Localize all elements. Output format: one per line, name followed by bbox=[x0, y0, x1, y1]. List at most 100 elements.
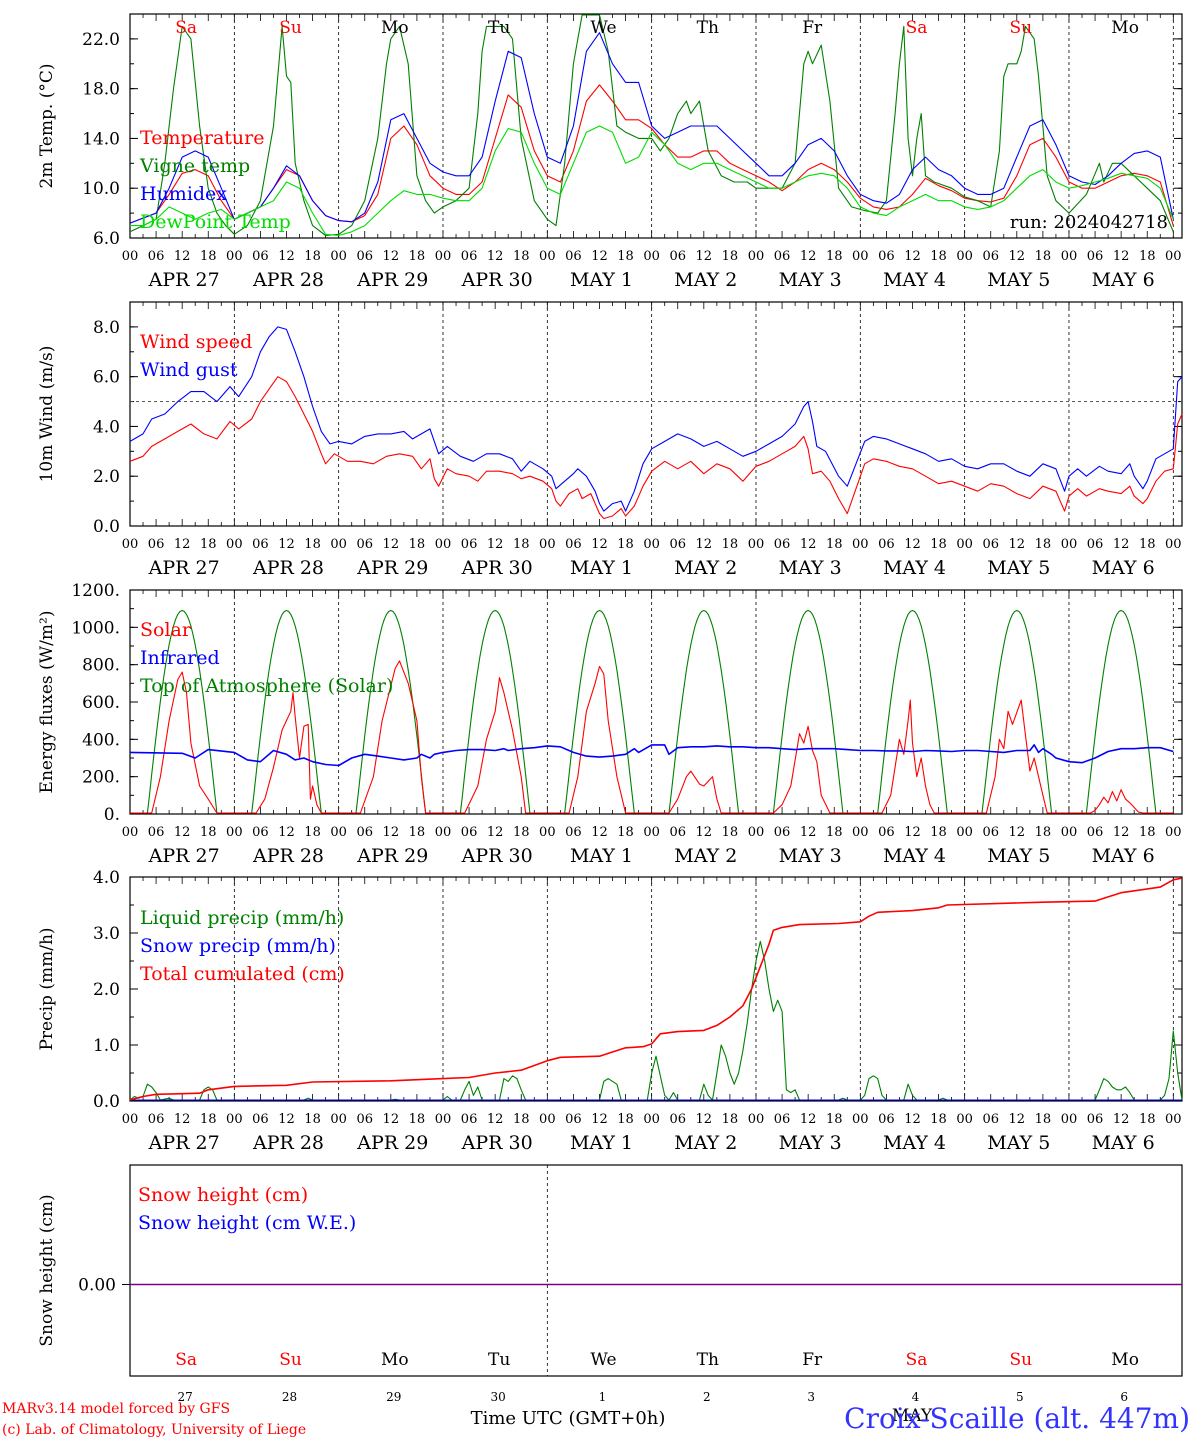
date-label: APR 27 bbox=[148, 845, 220, 867]
hour-label: 06 bbox=[356, 537, 373, 552]
hour-label: 12 bbox=[383, 825, 400, 840]
date-label: MAY 3 bbox=[779, 269, 842, 291]
y-tick-label: 600. bbox=[82, 693, 120, 713]
hour-label: 00 bbox=[852, 825, 869, 840]
date-label: MAY 2 bbox=[674, 557, 737, 579]
series-solar bbox=[130, 660, 1174, 814]
hour-label: 06 bbox=[774, 249, 791, 264]
hour-label: 12 bbox=[696, 249, 713, 264]
y-tick-label: 1200. bbox=[71, 581, 120, 601]
date-label: MAY 2 bbox=[674, 1132, 737, 1154]
weekday-label: Mo bbox=[1111, 18, 1139, 38]
hour-label: 00 bbox=[1165, 825, 1182, 840]
date-label: APR 27 bbox=[148, 269, 220, 291]
series-infrared bbox=[129, 744, 1174, 767]
y-tick-label: 18.0 bbox=[82, 80, 120, 100]
y-tick-label: 10.0 bbox=[82, 179, 120, 199]
hour-label: 06 bbox=[982, 537, 999, 552]
hour-label: 12 bbox=[174, 537, 191, 552]
hour-label: 00 bbox=[122, 1112, 139, 1127]
date-label: MAY 6 bbox=[1092, 1132, 1155, 1154]
hour-label: 06 bbox=[774, 1112, 791, 1127]
hour-label: 00 bbox=[122, 825, 139, 840]
y-tick-label: 1000. bbox=[71, 618, 120, 638]
hour-label: 12 bbox=[1113, 249, 1130, 264]
date-label: APR 29 bbox=[356, 1132, 428, 1154]
y-tick-label: 0.00 bbox=[78, 1276, 116, 1296]
y-tick-label: 1.0 bbox=[93, 1036, 120, 1056]
hour-label: 12 bbox=[696, 825, 713, 840]
hour-label: 00 bbox=[748, 1112, 765, 1127]
hour-label: 06 bbox=[1087, 825, 1104, 840]
hour-label: 06 bbox=[982, 249, 999, 264]
hour-label: 00 bbox=[435, 537, 452, 552]
hour-label: 06 bbox=[461, 537, 478, 552]
run-annotation: run: 2024042718 bbox=[1010, 212, 1168, 233]
plot-frame bbox=[129, 301, 1183, 527]
day-number-label: 30 bbox=[491, 1390, 506, 1404]
hour-label: 00 bbox=[330, 825, 347, 840]
date-label: MAY 6 bbox=[1092, 845, 1155, 867]
y-tick-label: 200. bbox=[82, 768, 120, 788]
weekday-label: Fr bbox=[802, 1350, 823, 1370]
hour-label: 00 bbox=[330, 249, 347, 264]
weekday-label: Su bbox=[1010, 18, 1033, 38]
hour-label: 18 bbox=[304, 825, 321, 840]
hour-label: 12 bbox=[1009, 249, 1026, 264]
legend-entry: Total cumulated (cm) bbox=[140, 963, 345, 985]
hour-label: 06 bbox=[148, 249, 165, 264]
hour-label: 18 bbox=[304, 1112, 321, 1127]
y-tick-label: 3.0 bbox=[93, 924, 120, 944]
hour-label: 12 bbox=[174, 249, 191, 264]
hour-label: 06 bbox=[669, 249, 686, 264]
hour-label: 12 bbox=[904, 249, 921, 264]
hour-label: 06 bbox=[461, 249, 478, 264]
hour-label: 12 bbox=[383, 537, 400, 552]
hour-label: 18 bbox=[826, 249, 843, 264]
date-label: MAY 2 bbox=[674, 269, 737, 291]
hour-label: 00 bbox=[1061, 825, 1078, 840]
panel-precip: 0.0 1.0 2.0 3.0 4.0 Precip (mm/h) Liquid preci… bbox=[37, 868, 1183, 1154]
date-label: MAY 4 bbox=[883, 557, 946, 579]
hour-label: 00 bbox=[956, 825, 973, 840]
weekday-label: We bbox=[590, 18, 616, 38]
hour-label: 06 bbox=[565, 249, 582, 264]
hour-label: 00 bbox=[748, 825, 765, 840]
weekday-label: Sa bbox=[175, 18, 197, 38]
panel-wind: 0.0 2.0 4.0 6.0 8.0 10m Wind (m/s) Wind speed W… bbox=[37, 301, 1183, 579]
hour-label: 12 bbox=[591, 825, 608, 840]
hour-label: 06 bbox=[669, 537, 686, 552]
date-label: MAY 6 bbox=[1092, 557, 1155, 579]
hour-label: 18 bbox=[513, 537, 530, 552]
day-number-label: 1 bbox=[599, 1390, 607, 1404]
hour-label: 12 bbox=[1009, 1112, 1026, 1127]
hour-label: 00 bbox=[852, 537, 869, 552]
date-label: MAY 6 bbox=[1092, 269, 1155, 291]
hour-label: 06 bbox=[565, 1112, 582, 1127]
hour-label: 18 bbox=[409, 249, 426, 264]
date-label: APR 29 bbox=[356, 557, 428, 579]
hour-label: 18 bbox=[1139, 825, 1156, 840]
hour-label: 06 bbox=[461, 1112, 478, 1127]
hour-label: 18 bbox=[513, 249, 530, 264]
date-label: APR 28 bbox=[252, 845, 324, 867]
hour-label: 18 bbox=[200, 1112, 217, 1127]
date-label: MAY 3 bbox=[779, 845, 842, 867]
hour-label: 18 bbox=[409, 825, 426, 840]
weekday-label: Mo bbox=[1111, 1350, 1139, 1370]
hour-label: 18 bbox=[930, 249, 947, 264]
hour-label: 12 bbox=[904, 1112, 921, 1127]
date-label: MAY 3 bbox=[779, 1132, 842, 1154]
hour-label: 18 bbox=[930, 1112, 947, 1127]
hour-label: 12 bbox=[1009, 825, 1026, 840]
legend-entry: Wind gust bbox=[140, 359, 238, 381]
hour-label: 06 bbox=[356, 249, 373, 264]
hour-label: 00 bbox=[435, 249, 452, 264]
hour-label: 06 bbox=[669, 1112, 686, 1127]
hour-label: 06 bbox=[148, 1112, 165, 1127]
legend-entry: Wind speed bbox=[140, 331, 252, 353]
hour-label: 12 bbox=[800, 825, 817, 840]
weekday-label: Sa bbox=[906, 1350, 928, 1370]
series-vigne-temp bbox=[129, 14, 1174, 237]
date-label: APR 30 bbox=[461, 845, 533, 867]
